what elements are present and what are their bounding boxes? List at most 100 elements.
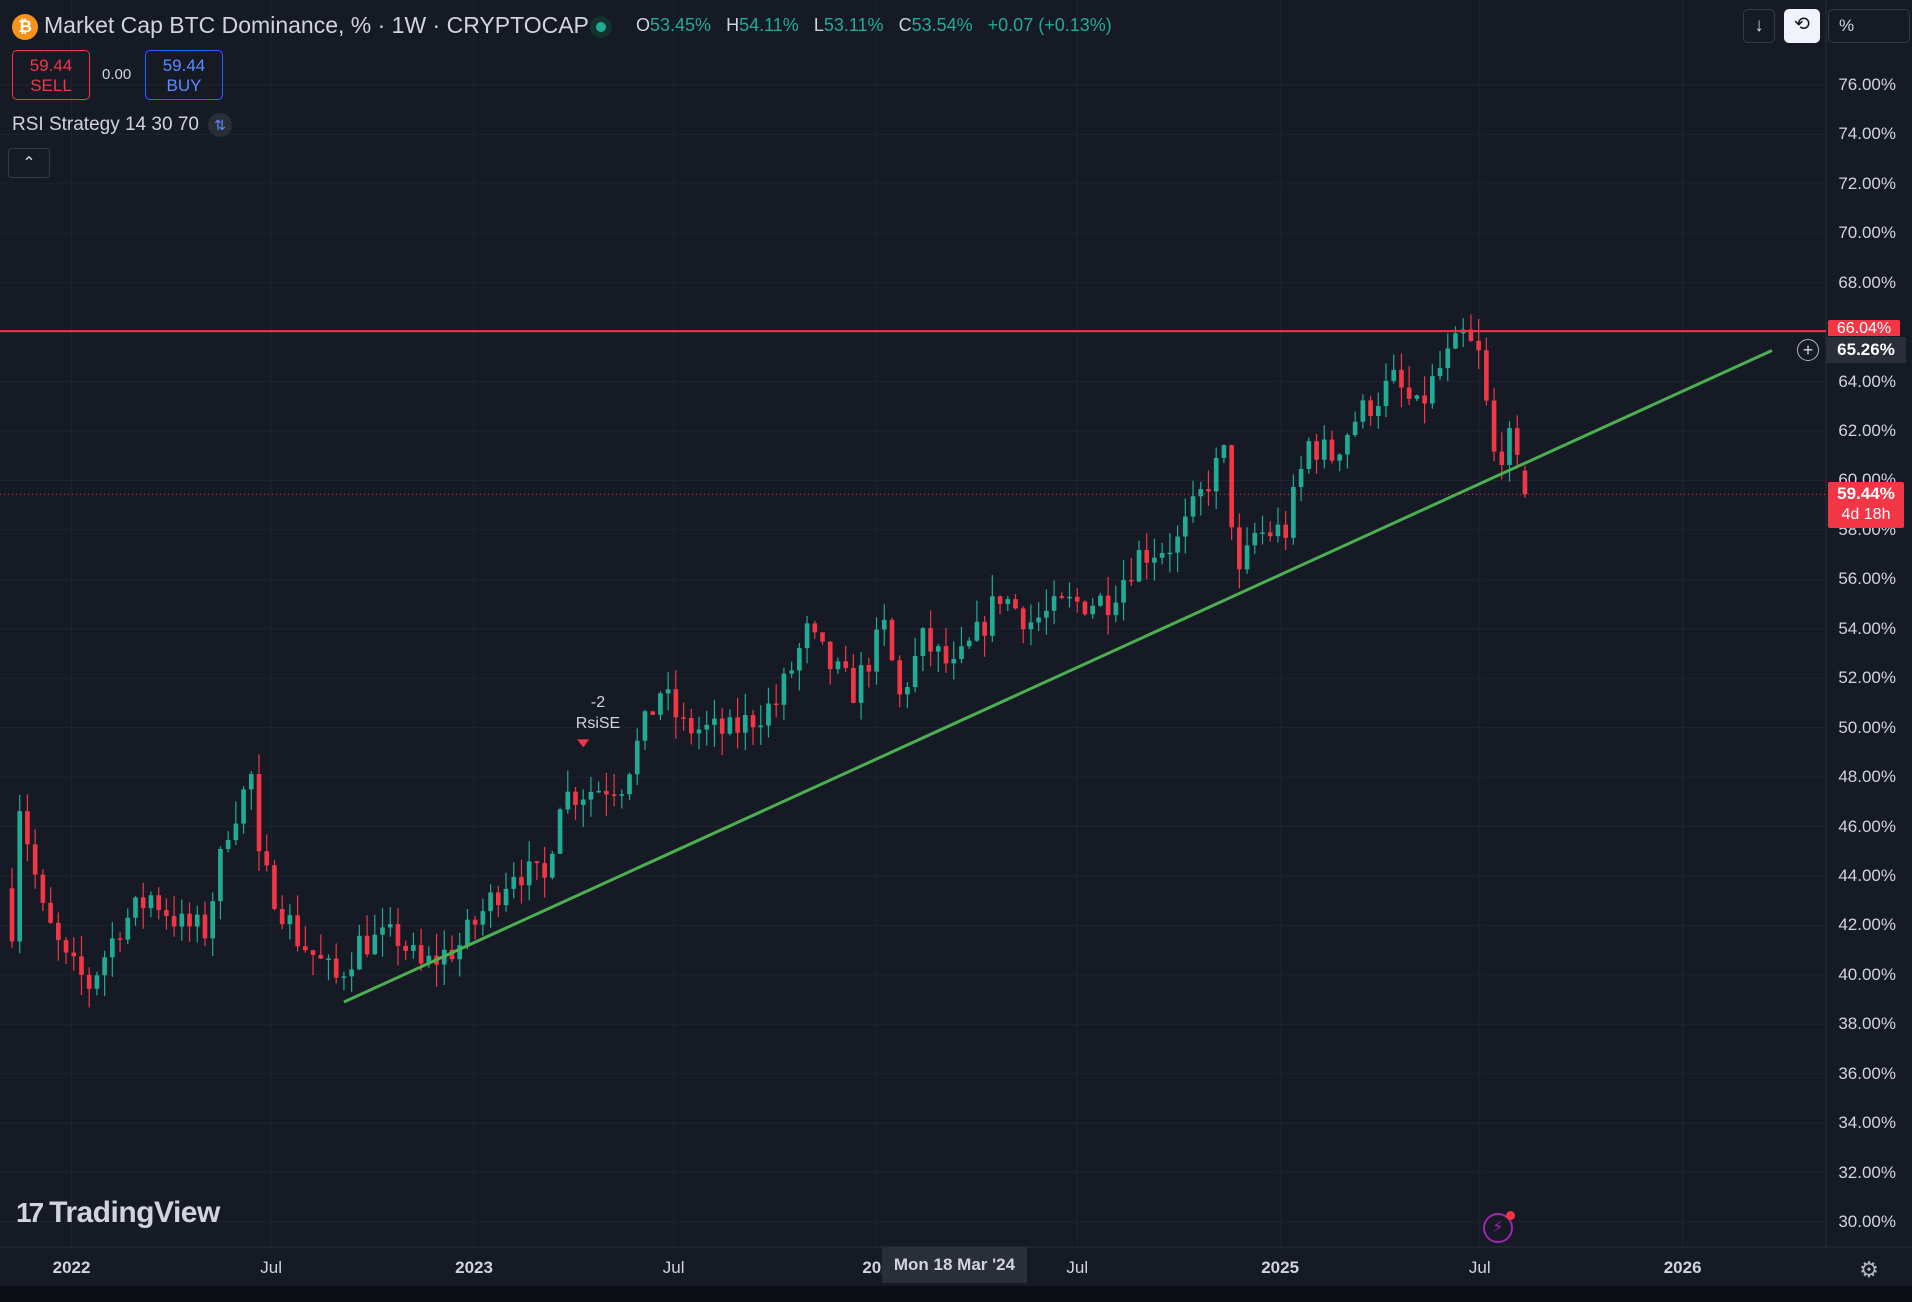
candle-body xyxy=(1074,596,1080,602)
sell-price: 59.44 xyxy=(29,56,73,75)
candle-body xyxy=(1406,387,1412,399)
signal-arrow-icon xyxy=(577,739,590,748)
candle-body xyxy=(341,976,347,978)
candle-body xyxy=(480,911,486,925)
collapse-legend-button[interactable]: ⌃ xyxy=(8,148,50,178)
buy-button[interactable]: 59.44 BUY xyxy=(145,50,223,100)
candle-body xyxy=(233,823,239,841)
candle-body xyxy=(596,790,601,793)
candle-body xyxy=(55,922,61,941)
candle-body xyxy=(1105,595,1111,616)
candle-body xyxy=(990,596,995,636)
candle-body xyxy=(1090,605,1095,615)
candle-body xyxy=(71,952,77,957)
candle-body xyxy=(241,789,246,824)
tradingview-logo[interactable]: 17 TradingView xyxy=(16,1196,220,1229)
candle-body xyxy=(1128,580,1134,582)
candle-body xyxy=(1206,489,1211,492)
lightning-icon[interactable]: ⚡ xyxy=(1483,1211,1515,1243)
candle-body xyxy=(349,969,354,977)
candle-body xyxy=(465,919,470,946)
candle-body xyxy=(743,715,748,733)
candle-body xyxy=(665,689,671,694)
strategy-legend[interactable]: RSI Strategy 14 30 70 xyxy=(12,114,199,135)
high-value: 54.11% xyxy=(739,15,799,35)
gear-icon[interactable]: ⚙ xyxy=(1859,1257,1879,1282)
candle-body xyxy=(387,924,393,928)
candle-body xyxy=(1229,445,1234,528)
candle-body xyxy=(1306,441,1312,470)
candle-body xyxy=(820,632,825,642)
candle-body xyxy=(1298,469,1304,487)
candle-body xyxy=(380,927,385,935)
sync-icon[interactable]: ⟲ xyxy=(1784,9,1820,43)
candle-body xyxy=(1044,610,1049,618)
candle-body xyxy=(688,717,694,734)
candle-body xyxy=(1198,489,1204,497)
candle-body xyxy=(1182,516,1188,537)
candle-body xyxy=(1368,400,1373,417)
strategy-report-icon[interactable]: ⇅ xyxy=(208,113,232,137)
candle-body xyxy=(225,840,231,849)
candle-body xyxy=(526,861,532,886)
candle-body xyxy=(272,865,277,909)
time-tick-label: 2025 xyxy=(1261,1258,1300,1277)
price-tick-label: 40.00% xyxy=(1838,964,1896,984)
candle-body xyxy=(1267,532,1273,537)
candle-body xyxy=(1514,428,1520,455)
candle-body xyxy=(1167,552,1173,555)
candle-body xyxy=(279,908,285,925)
candle-body xyxy=(503,888,509,906)
candle-body xyxy=(117,938,123,940)
candle-body xyxy=(843,661,848,668)
price-tick-label: 38.00% xyxy=(1838,1014,1896,1034)
time-tick-label: Jul xyxy=(260,1258,283,1277)
candle-body xyxy=(495,892,501,906)
low-value: 53.11% xyxy=(823,15,884,35)
candle-body xyxy=(1028,622,1034,630)
price-tick-label: 34.00% xyxy=(1838,1113,1896,1133)
candle-body xyxy=(851,667,856,703)
candle-body xyxy=(634,740,640,775)
candle-body xyxy=(1484,350,1489,401)
candle-body xyxy=(542,863,547,878)
candle-body xyxy=(534,861,540,864)
candle-body xyxy=(411,945,416,951)
buy-price: 59.44 xyxy=(162,56,206,75)
candle-body xyxy=(1190,496,1196,517)
candle-body xyxy=(372,934,378,955)
candle-body xyxy=(588,791,594,800)
candle-body xyxy=(696,729,702,734)
candle-body xyxy=(364,935,370,955)
add-alert-plus-icon[interactable]: + xyxy=(1797,339,1819,361)
candle-body xyxy=(827,641,833,670)
market-status-icon[interactable] xyxy=(590,16,612,38)
candle-body xyxy=(650,711,656,715)
candle-body xyxy=(565,791,571,810)
candle-body xyxy=(550,853,555,878)
arrow-down-icon[interactable]: ↓ xyxy=(1743,9,1775,43)
candle-body xyxy=(712,718,717,725)
chart-title[interactable]: Market Cap BTC Dominance, % · 1W · CRYPT… xyxy=(44,12,589,38)
candle-body xyxy=(905,687,910,695)
candle-body xyxy=(982,621,987,636)
scale-mode-button[interactable]: % xyxy=(1828,9,1910,43)
candle-body xyxy=(133,897,138,918)
candle-body xyxy=(110,938,115,958)
candle-body xyxy=(1337,454,1343,461)
candle-body xyxy=(1345,435,1350,455)
candle-body xyxy=(1468,329,1474,341)
candle-body xyxy=(897,660,903,695)
candle-body xyxy=(187,913,192,927)
candle-body xyxy=(63,940,69,953)
candle-body xyxy=(1237,527,1242,570)
candle-body xyxy=(1051,596,1057,611)
candle-body xyxy=(681,717,686,719)
candle-body xyxy=(1082,601,1088,615)
candle-body xyxy=(1121,580,1126,603)
candle-body xyxy=(1275,524,1281,537)
sell-button[interactable]: 59.44 SELL xyxy=(12,50,90,100)
candles xyxy=(9,314,1528,1008)
candle-body xyxy=(25,811,30,845)
